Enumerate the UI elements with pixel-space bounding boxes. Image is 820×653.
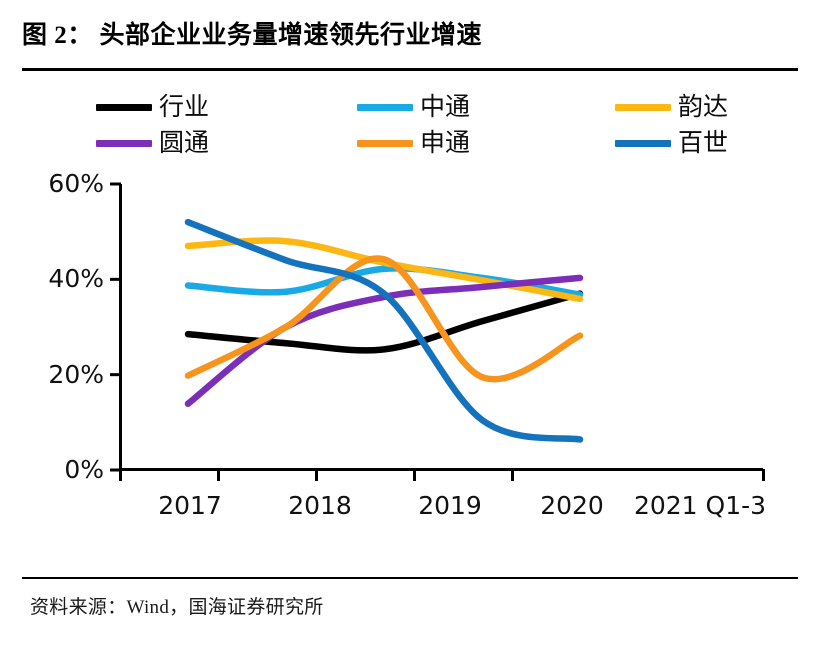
series-line-0 (184, 290, 584, 354)
legend-item-yunda[interactable]: 韵达 (615, 92, 728, 122)
series-line-2 (184, 237, 584, 303)
y-tick-label: 20% (48, 359, 104, 389)
legend-swatch-yto (96, 139, 152, 147)
series-line-1 (184, 265, 584, 298)
x-tick-label: 2019 (418, 491, 482, 520)
legend-label-best: 百世 (678, 128, 729, 157)
series-line-5 (184, 218, 584, 443)
y-tick-label: 60% (48, 169, 104, 198)
legend-item-yto[interactable]: 圆通 (96, 128, 209, 158)
legend-label-yunda: 韵达 (678, 92, 729, 121)
chart-series (184, 218, 584, 443)
chart-legend: 行业 中通 韵达 圆通 申通 百世 (96, 92, 756, 158)
legend-item-sto[interactable]: 申通 (357, 128, 470, 158)
series-line-3 (184, 274, 584, 407)
legend-swatch-industry (96, 103, 152, 111)
chart-ticks (110, 182, 765, 481)
y-tick-label: 40% (48, 264, 104, 294)
legend-label-industry: 行业 (159, 92, 210, 121)
y-tick-label: 0% (64, 455, 104, 484)
x-tick-label: 2020 (540, 491, 604, 520)
footer-divider (22, 577, 798, 579)
title-divider (22, 68, 798, 71)
x-tick-label: 2018 (288, 491, 352, 520)
x-tick-label: 2017 (158, 491, 222, 520)
legend-swatch-sto (357, 139, 413, 147)
legend-item-best[interactable]: 百世 (615, 128, 728, 158)
legend-item-zto[interactable]: 中通 (357, 92, 470, 122)
figure-title-block: 图 2： 头部企业业务量增速领先行业增速 (22, 16, 798, 70)
source-note: 资料来源：Wind，国海证券研究所 (30, 597, 324, 618)
legend-item-industry[interactable]: 行业 (96, 92, 209, 122)
x-tick-label: 2021 Q1-3 (633, 491, 767, 520)
legend-swatch-zto (357, 103, 413, 111)
legend-label-yto: 圆通 (159, 128, 210, 157)
chart-axes (119, 184, 763, 471)
series-line-4 (184, 255, 584, 383)
legend-label-sto: 申通 (420, 128, 471, 157)
legend-swatch-yunda (615, 103, 671, 111)
page-title: 图 2： 头部企业业务量增速领先行业增速 (22, 22, 483, 49)
legend-label-zto: 中通 (420, 92, 471, 121)
legend-swatch-best (615, 139, 671, 147)
